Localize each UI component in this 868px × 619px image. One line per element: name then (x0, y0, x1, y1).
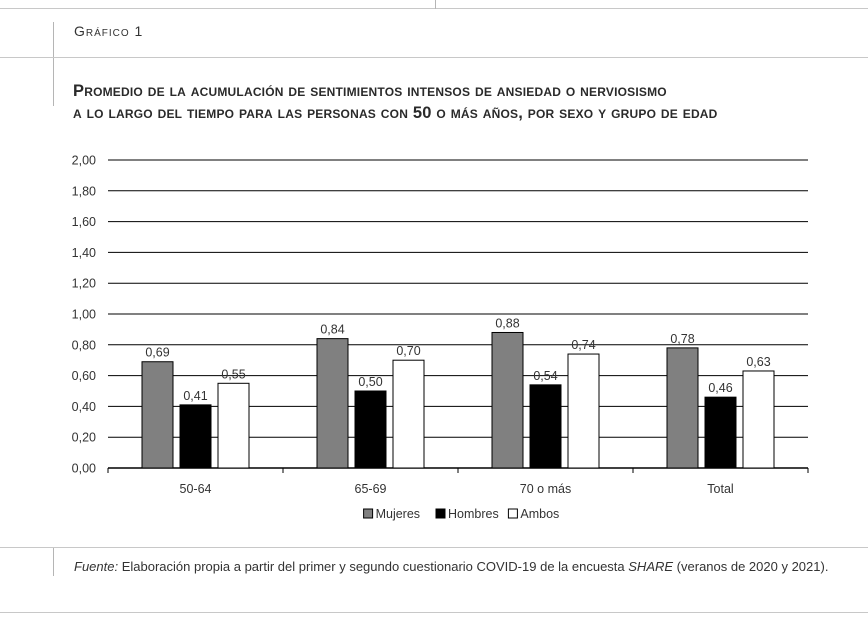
data-label: 0,70 (396, 344, 420, 358)
bar-chart: 0,00 0,20 0,40 0,60 0,80 1,00 1,20 1,40 1,60 1,80… (72, 154, 809, 521)
source-prefix: Fuente: (74, 559, 119, 574)
label-rule (0, 57, 868, 58)
top-rule (0, 8, 868, 9)
data-label: 0,69 (145, 346, 169, 360)
legend-label: Ambos (520, 507, 559, 521)
x-tick-label: Total (707, 482, 733, 496)
bar (529, 384, 562, 469)
legend-swatch (507, 508, 518, 519)
bar (392, 359, 425, 469)
data-label: 0,88 (495, 316, 519, 330)
source-margin-line (53, 548, 54, 576)
data-label: 0,46 (708, 381, 732, 395)
source-survey: SHARE (628, 559, 674, 574)
title-line-1: Promedio de la acumulación de sentimient… (73, 82, 667, 100)
bar (666, 347, 699, 469)
x-tick-label: 70 o más (520, 482, 571, 496)
x-tick-label: 65-69 (355, 482, 387, 496)
y-tick-label: 0,00 (72, 462, 96, 476)
data-label: 0,84 (320, 323, 344, 337)
bar (316, 338, 349, 469)
bar (179, 404, 212, 469)
y-tick-label: 2,00 (72, 154, 96, 168)
y-tick-label: 0,80 (72, 338, 96, 352)
y-tick-label: 1,20 (72, 277, 96, 291)
data-label: 0,74 (571, 338, 595, 352)
bar (567, 353, 600, 469)
data-label: 0,78 (670, 332, 694, 346)
x-tick-label: 50-64 (180, 482, 212, 496)
bar (217, 382, 250, 469)
left-margin-line (53, 22, 54, 106)
y-tick-label: 0,40 (72, 400, 96, 414)
data-label: 0,55 (221, 367, 245, 381)
source-text-2: (veranos de 2020 y 2021). (673, 559, 829, 574)
data-label: 0,50 (358, 375, 382, 389)
y-tick-label: 1,60 (72, 215, 96, 229)
y-tick-label: 0,20 (72, 431, 96, 445)
data-label: 0,63 (746, 355, 770, 369)
legend-swatch (363, 508, 374, 519)
legend-label: Hombres (448, 507, 499, 521)
chart-title: Promedio de la acumulación de sentimient… (73, 80, 863, 124)
bottom-rule (0, 612, 868, 613)
data-label: 0,54 (533, 369, 557, 383)
y-tick-label: 0,60 (72, 369, 96, 383)
title-line-2: a lo largo del tiempo para las personas … (73, 104, 718, 122)
data-label: 0,41 (183, 389, 207, 403)
legend-label: Mujeres (376, 507, 420, 521)
y-tick-label: 1,00 (72, 308, 96, 322)
bar (141, 361, 174, 469)
bar (742, 370, 775, 469)
figure-label: Gráfico 1 (74, 23, 144, 39)
source-note: Fuente: Elaboración propia a partir del … (74, 558, 864, 576)
legend-swatch (435, 508, 446, 519)
y-tick-label: 1,40 (72, 246, 96, 260)
y-tick-label: 1,80 (72, 184, 96, 198)
top-tick (435, 0, 436, 9)
source-top-rule (0, 547, 868, 548)
bar (491, 331, 524, 469)
bar (704, 396, 737, 469)
source-text-1: Elaboración propia a partir del primer y… (118, 559, 629, 574)
bar (354, 390, 387, 469)
